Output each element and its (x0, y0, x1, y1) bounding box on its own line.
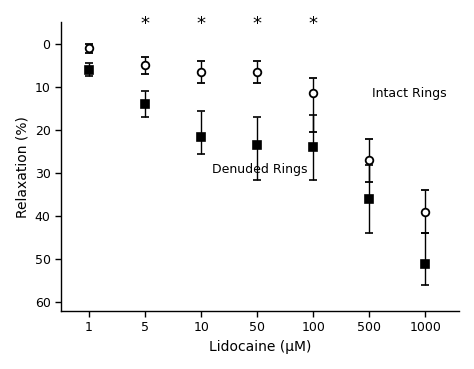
Y-axis label: Relaxation (%): Relaxation (%) (15, 116, 29, 218)
Text: *: * (197, 15, 206, 33)
Text: *: * (309, 15, 318, 33)
Text: Denuded Rings: Denuded Rings (212, 163, 308, 176)
X-axis label: Lidocaine (μM): Lidocaine (μM) (209, 340, 311, 354)
Text: *: * (253, 15, 262, 33)
Text: Intact Rings: Intact Rings (372, 87, 447, 100)
Text: *: * (141, 15, 150, 33)
